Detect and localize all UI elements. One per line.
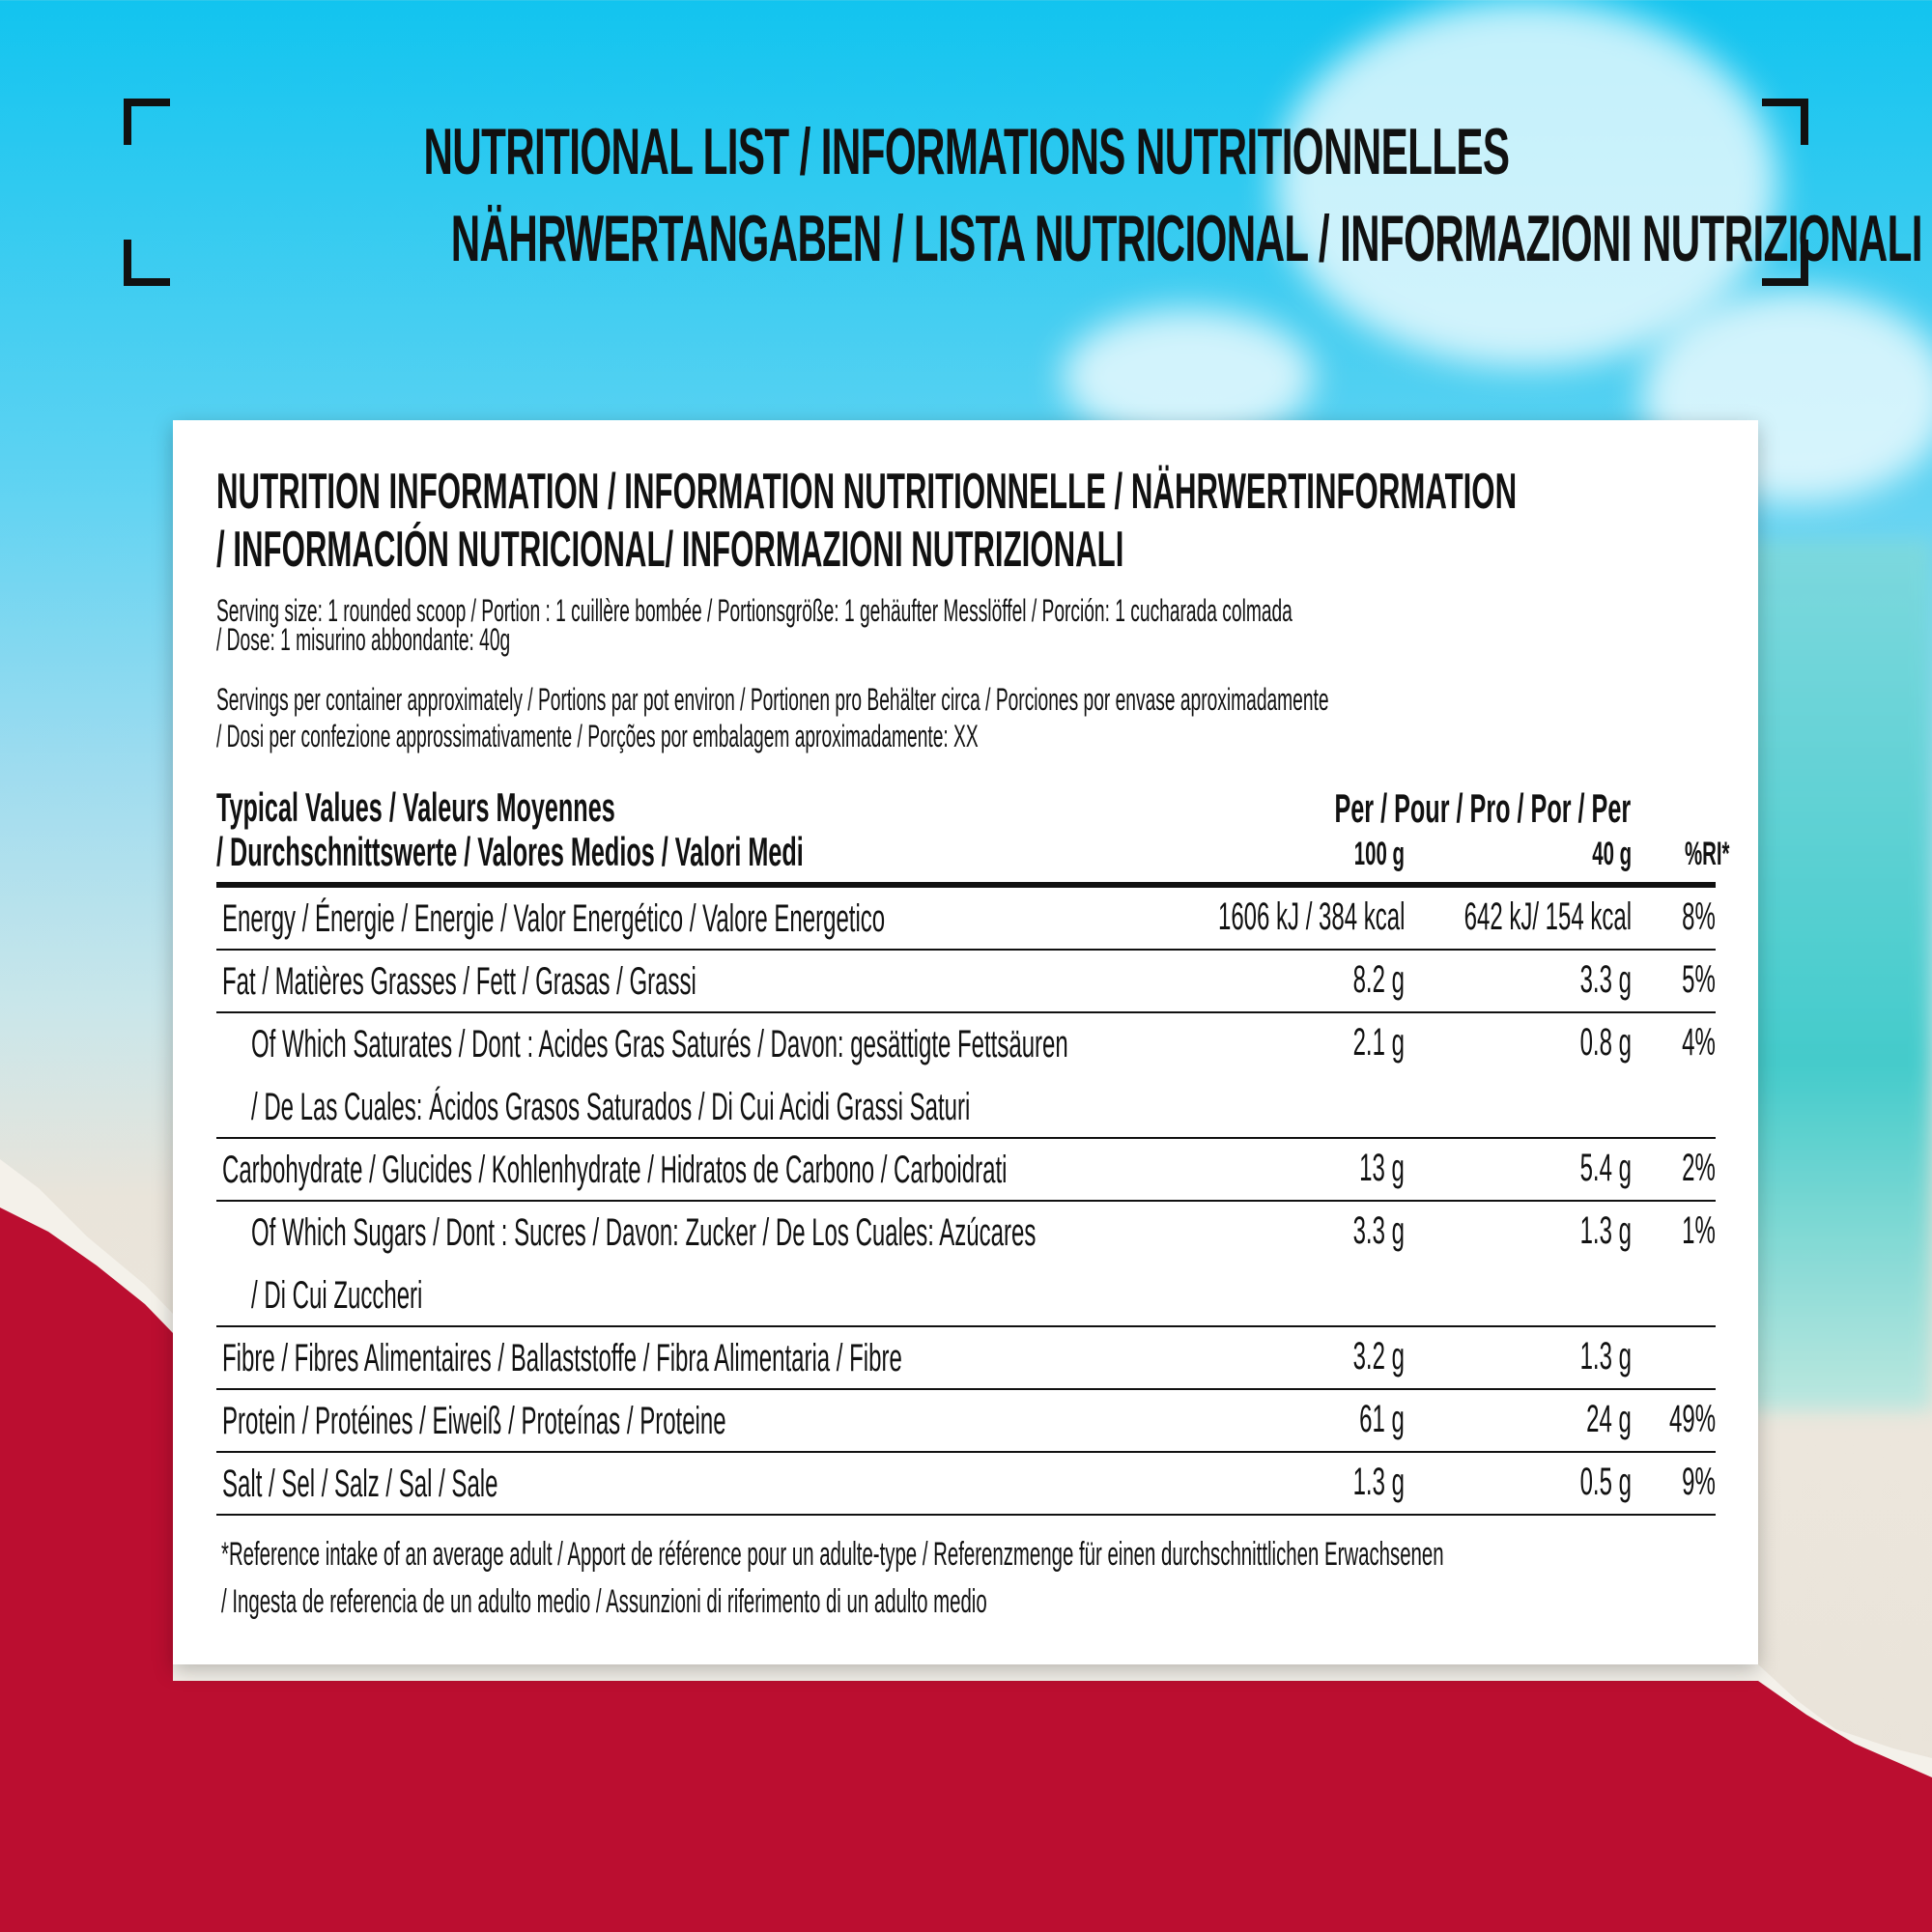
table-row: Energy / Énergie / Energie / Valor Energ… <box>216 888 1716 951</box>
value-per-40g: 1.3 g <box>1579 1335 1632 1378</box>
table-header-100g: 100 g <box>1353 836 1405 872</box>
page-title-line1: NUTRITIONAL LIST / INFORMATIONS NUTRITIO… <box>423 115 1510 188</box>
nutrient-label: Fibre / Fibres Alimentaires / Ballaststo… <box>222 1337 902 1379</box>
value-per-100g: 3.3 g <box>1352 1209 1405 1252</box>
nutrient-label: Carbohydrate / Glucides / Kohlenhydrate … <box>222 1149 1008 1191</box>
nutrition-card: NUTRITION INFORMATION / INFORMATION NUTR… <box>173 420 1758 1664</box>
card-heading-line2: / INFORMACIÓN NUTRICIONAL/ INFORMAZIONI … <box>216 522 1124 578</box>
nutrient-label-continued: / Di Cui Zuccheri <box>251 1274 423 1317</box>
value-ri: 9% <box>1682 1461 1716 1503</box>
nutrient-label: Salt / Sel / Salz / Sal / Sale <box>222 1463 498 1505</box>
serving-size: Serving size: 1 rounded scoop / Portion … <box>216 593 1293 657</box>
value-per-40g: 0.5 g <box>1579 1461 1632 1503</box>
table-row: Fibre / Fibres Alimentaires / Ballaststo… <box>216 1327 1716 1390</box>
table-row: Fat / Matières Grasses / Fett / Grasas /… <box>216 951 1716 1013</box>
table-header-40g: 40 g <box>1592 836 1632 872</box>
cloud <box>1275 0 1777 367</box>
value-ri: 5% <box>1682 958 1716 1001</box>
nutrient-label: Energy / Énergie / Energie / Valor Energ… <box>222 897 886 940</box>
nutrient-label-continued: / De Las Cuales: Ácidos Grasos Saturados… <box>251 1086 971 1128</box>
table-header-ri: %RI* <box>1684 836 1729 872</box>
table-header-divider <box>216 882 1716 888</box>
value-ri <box>1619 1335 1716 1378</box>
value-ri: 8% <box>1682 895 1716 938</box>
table-header-per: Per / Pour / Pro / Por / Per <box>1334 785 1632 831</box>
corner-bracket-top-left <box>124 99 170 145</box>
corner-bracket-bottom-right <box>1762 240 1808 286</box>
value-ri: 4% <box>1682 1021 1716 1064</box>
value-per-100g: 8.2 g <box>1352 958 1405 1001</box>
table-row: Of Which Saturates / Dont : Acides Gras … <box>216 1013 1716 1139</box>
value-per-40g: 3.3 g <box>1579 958 1632 1001</box>
value-per-100g: 13 g <box>1359 1147 1405 1189</box>
table-row: Of Which Sugars / Dont : Sucres / Davon:… <box>216 1202 1716 1327</box>
value-ri: 1% <box>1682 1209 1716 1252</box>
nutrient-label: Protein / Protéines / Eiweiß / Proteínas… <box>222 1400 726 1442</box>
value-per-40g: 0.8 g <box>1579 1021 1632 1064</box>
value-per-100g: 2.1 g <box>1352 1021 1405 1064</box>
value-per-100g: 1606 kJ / 384 kcal <box>1217 895 1405 938</box>
corner-bracket-top-right <box>1762 99 1808 145</box>
value-per-40g: 1.3 g <box>1579 1209 1632 1252</box>
table-row: Protein / Protéines / Eiweiß / Proteínas… <box>216 1390 1716 1453</box>
value-per-100g: 1.3 g <box>1352 1461 1405 1503</box>
table-row: Salt / Sel / Salz / Sal / Sale 1.3 g 0.5 g… <box>216 1453 1716 1516</box>
value-per-100g: 61 g <box>1359 1398 1405 1440</box>
servings-per-container: Servings per container approximately / P… <box>216 682 1329 753</box>
table-header-label: Typical Values / Valeurs Moyennes / Durch… <box>216 784 804 874</box>
value-per-100g: 3.2 g <box>1352 1335 1405 1378</box>
card-heading-line1: NUTRITION INFORMATION / INFORMATION NUTR… <box>216 464 1518 520</box>
nutrient-label: Of Which Saturates / Dont : Acides Gras … <box>251 1023 1068 1065</box>
value-ri: 2% <box>1682 1147 1716 1189</box>
footnote: *Reference intake of an average adult / … <box>221 1536 1444 1620</box>
value-per-40g: 642 kJ/ 154 kcal <box>1463 895 1632 938</box>
page-title-line2: NÄHRWERTANGABEN / LISTA NUTRICIONAL / IN… <box>450 202 1923 275</box>
table-row: Carbohydrate / Glucides / Kohlenhydrate … <box>216 1139 1716 1202</box>
value-per-40g: 5.4 g <box>1579 1147 1632 1189</box>
value-per-40g: 24 g <box>1586 1398 1632 1440</box>
nutrient-label: Fat / Matières Grasses / Fett / Grasas /… <box>222 960 696 1003</box>
value-ri: 49% <box>1668 1398 1716 1440</box>
nutrient-label: Of Which Sugars / Dont : Sucres / Davon:… <box>251 1211 1037 1254</box>
corner-bracket-bottom-left <box>124 240 170 286</box>
